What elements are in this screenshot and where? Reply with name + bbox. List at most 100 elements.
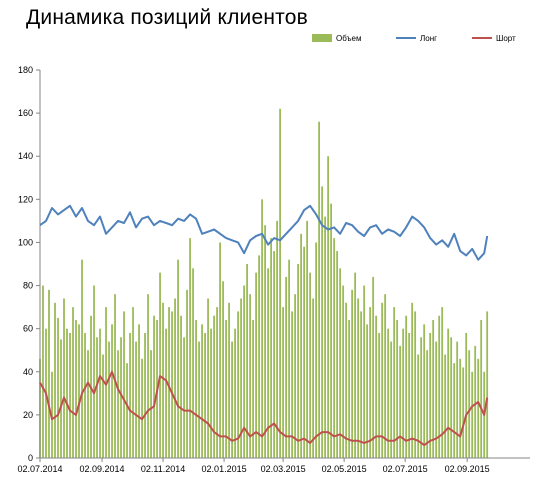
volume-bar — [357, 298, 360, 458]
volume-bar — [249, 294, 251, 458]
volume-bar — [306, 220, 309, 458]
volume-bar — [393, 307, 396, 458]
volume-bar — [285, 276, 288, 458]
volume-bar — [396, 320, 399, 458]
volume-bar — [174, 298, 176, 458]
volume-bar — [192, 268, 194, 458]
volume-bar — [324, 216, 327, 458]
y-tick-label: 100 — [18, 237, 33, 247]
long-line — [39, 204, 489, 261]
volume-bar — [129, 332, 131, 458]
volume-bar — [168, 307, 170, 458]
volume-bar — [450, 337, 453, 458]
volume-bar — [162, 302, 164, 458]
volume-bar — [201, 324, 203, 458]
volume-bar — [87, 350, 89, 458]
volume-bar — [96, 337, 98, 458]
volume-bar — [441, 307, 444, 458]
volume-bar — [99, 328, 101, 458]
volume-bar — [342, 285, 345, 458]
volume-bar — [189, 238, 191, 458]
y-tick-label: 180 — [18, 65, 33, 75]
volume-bar — [132, 307, 134, 458]
volume-bar — [414, 311, 417, 458]
volume-bar — [120, 337, 122, 458]
legend-item-volume: Объем — [312, 32, 362, 44]
volume-bar — [171, 311, 173, 458]
legend-label-short: Шорт — [496, 33, 516, 43]
volume-bar — [321, 186, 324, 458]
legend: Объем Лонг Шорт — [312, 32, 543, 44]
volume-bar — [429, 332, 432, 458]
legend-item-long: Лонг — [396, 32, 437, 44]
volume-bar — [339, 268, 342, 458]
volume-bar — [225, 320, 227, 458]
volume-bar — [381, 302, 384, 458]
volume-bar — [312, 298, 315, 458]
volume-bar — [291, 311, 294, 458]
volume-bar — [207, 298, 209, 458]
volume-bar — [480, 320, 483, 458]
volume-bar — [363, 285, 366, 458]
volume-bar — [54, 302, 56, 458]
y-tick-label: 60 — [23, 324, 33, 334]
volume-bar — [468, 350, 471, 458]
volume-bar — [372, 276, 375, 458]
legend-swatch-volume — [312, 34, 332, 42]
volume-bar — [258, 255, 260, 458]
volume-bar — [345, 302, 348, 458]
volume-bar — [243, 285, 245, 458]
volume-bar — [315, 242, 318, 458]
volume-bar — [108, 341, 110, 458]
volume-bar — [474, 345, 477, 458]
volume-bar — [288, 259, 291, 458]
volume-bar — [402, 328, 405, 458]
volume-bar — [84, 332, 86, 458]
volume-bar — [165, 328, 167, 458]
volume-bar — [390, 341, 393, 458]
volume-bar — [240, 298, 242, 458]
volume-bar — [318, 121, 321, 458]
volume-bar — [444, 354, 447, 458]
volume-bar — [252, 320, 254, 458]
volume-bar — [231, 341, 233, 458]
volume-bar — [183, 337, 185, 458]
volume-bar — [237, 311, 239, 458]
y-tick-label: 80 — [23, 281, 33, 291]
volume-bar — [141, 358, 143, 458]
volume-bar — [423, 324, 426, 458]
volume-bar — [264, 225, 266, 458]
volume-bar — [387, 328, 390, 458]
volume-bar — [66, 328, 68, 458]
volume-bar — [453, 363, 456, 458]
volume-bar — [333, 238, 336, 458]
x-tick-label: 02.07.2014 — [17, 464, 62, 474]
volume-bar — [198, 341, 200, 458]
volume-bar — [411, 302, 414, 458]
legend-swatch-short — [472, 37, 492, 39]
volume-bar — [267, 268, 269, 458]
volume-bar — [276, 220, 278, 458]
volume-bar — [177, 259, 179, 458]
volume-bar — [456, 341, 459, 458]
y-tick-label: 40 — [23, 367, 33, 377]
x-tick-label: 02.09.2014 — [80, 464, 125, 474]
volume-bar — [351, 289, 354, 458]
volume-bar — [486, 311, 489, 458]
volume-bar — [213, 315, 215, 458]
volume-bar — [297, 264, 300, 458]
volume-bar — [369, 307, 372, 458]
volume-bar — [327, 156, 330, 458]
volume-bar — [378, 332, 381, 458]
volume-bar — [63, 298, 65, 458]
volume-bar — [348, 320, 351, 458]
volume-bar — [417, 354, 420, 458]
chart-title: Динамика позиций клиентов — [26, 6, 308, 29]
volume-bar — [447, 328, 450, 458]
y-tick-label: 120 — [18, 194, 33, 204]
volume-bar — [123, 311, 125, 458]
volume-bar — [432, 320, 435, 458]
volume-bar — [144, 332, 146, 458]
legend-label-long: Лонг — [420, 33, 438, 43]
volume-bar — [309, 272, 312, 458]
